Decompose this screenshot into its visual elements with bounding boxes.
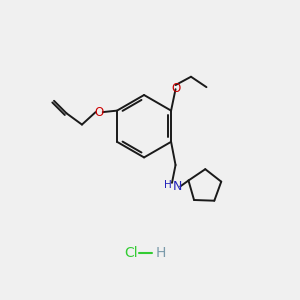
Text: N: N [172, 180, 182, 193]
Text: Cl: Cl [124, 245, 137, 260]
Text: O: O [94, 106, 104, 118]
Text: H: H [155, 245, 166, 260]
Text: O: O [171, 82, 180, 95]
Text: H: H [164, 180, 171, 190]
